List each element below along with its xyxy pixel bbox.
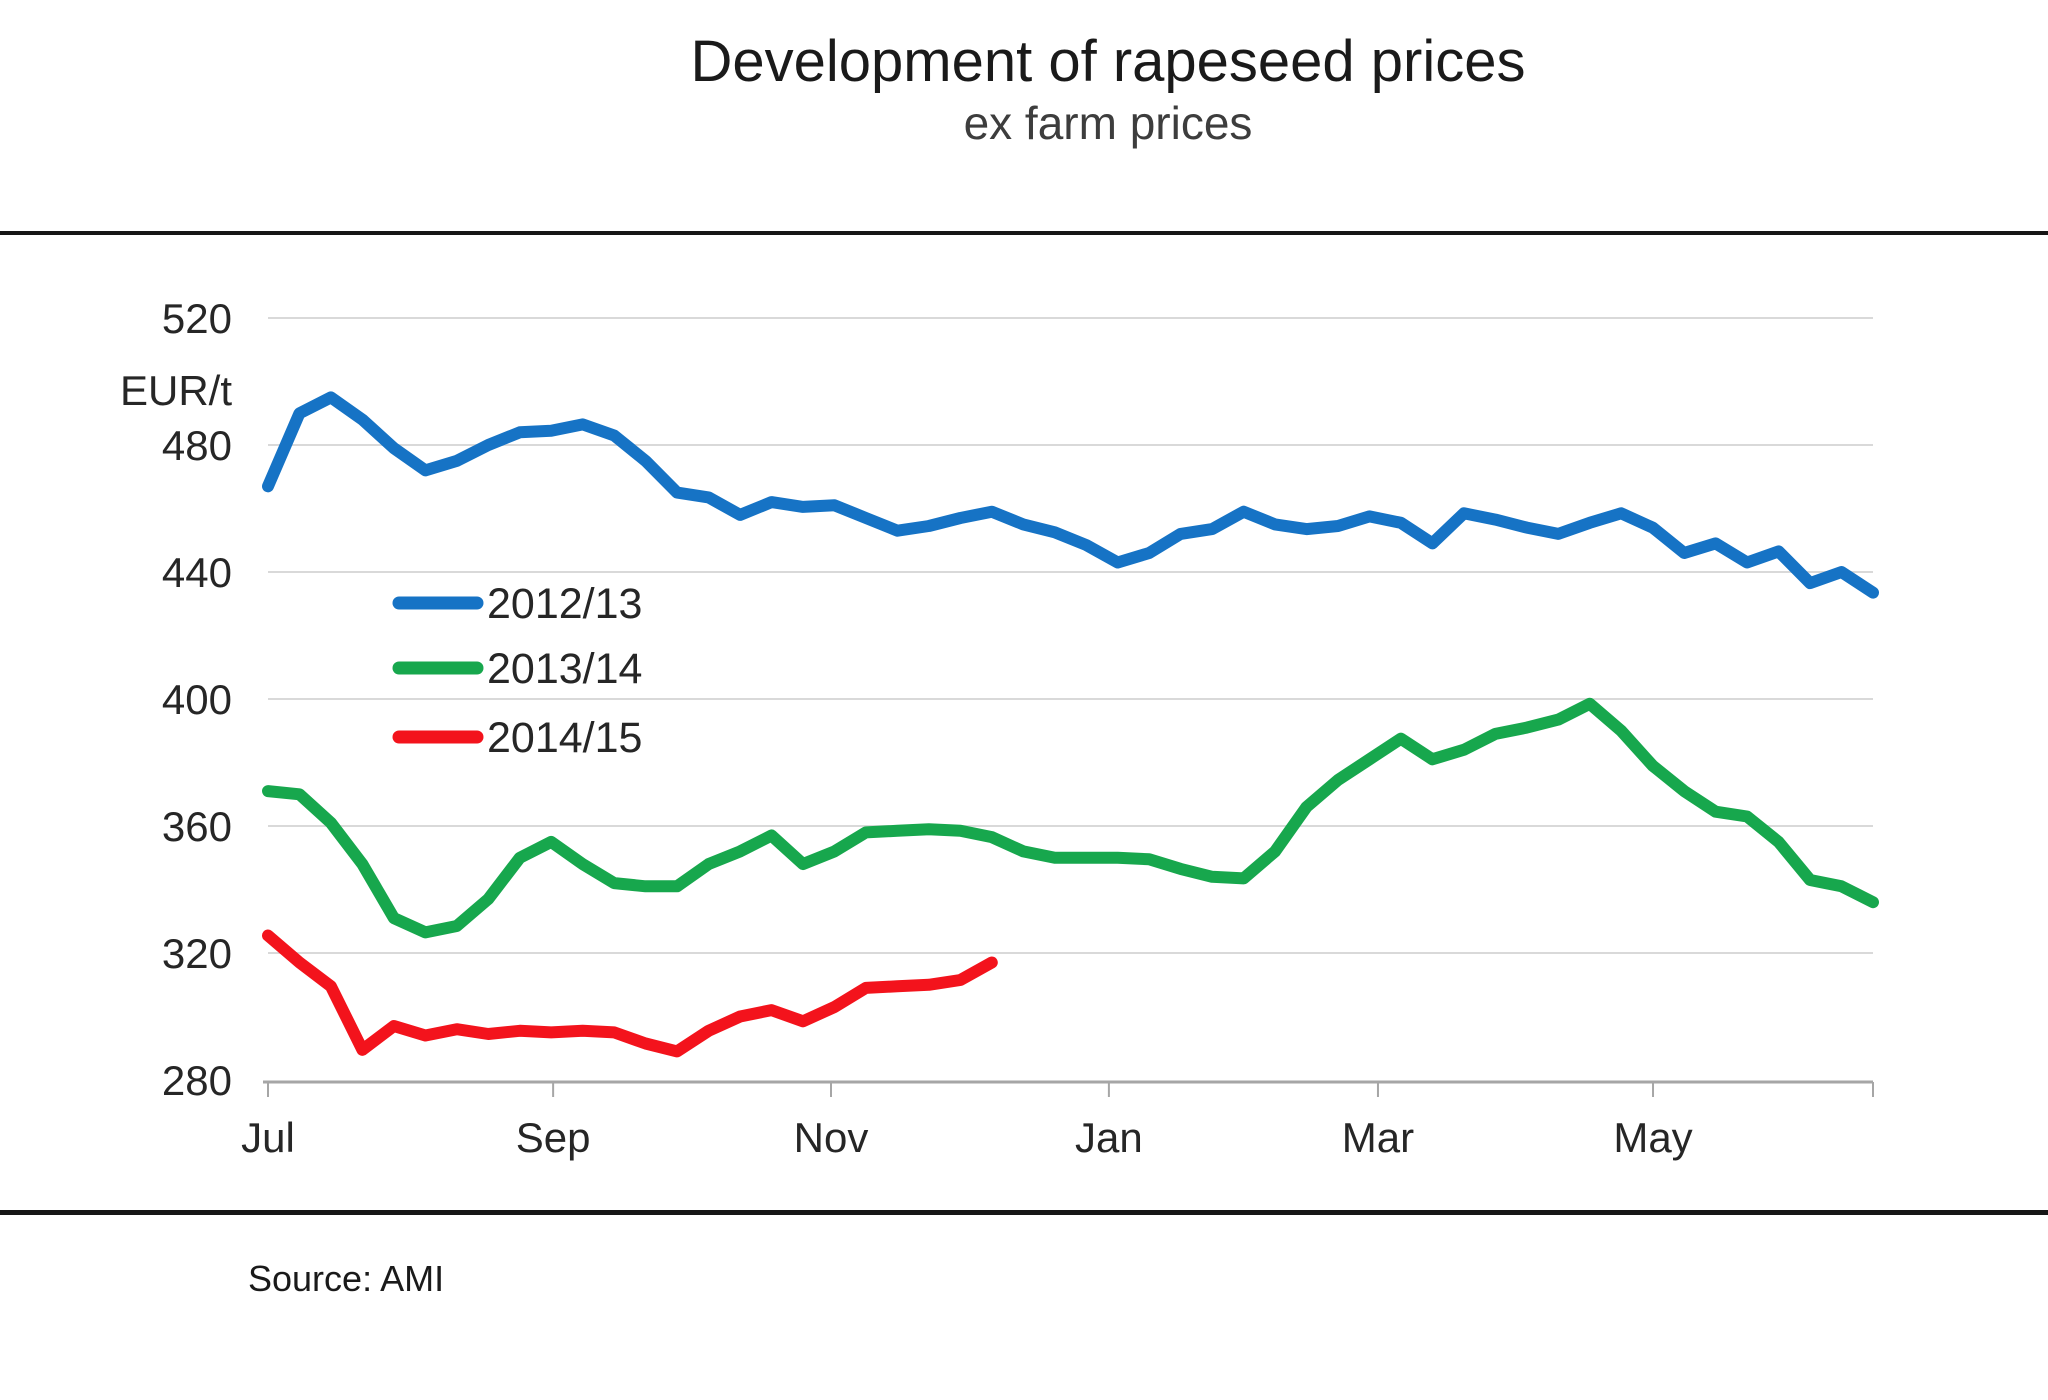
source-note: Source: AMI [248, 1258, 445, 1299]
series-line-2012-13 [262, 391, 1879, 599]
y-tick-label-280: 280 [162, 1057, 232, 1104]
y-tick-label-360: 360 [162, 803, 232, 850]
page-subtitle: ex farm prices [963, 97, 1253, 149]
y-tick-label-320: 320 [162, 930, 232, 977]
x-tick-label-Sep: Sep [516, 1114, 591, 1161]
y-tick-label-400: 400 [162, 676, 232, 723]
x-tick-label-Jan: Jan [1075, 1114, 1143, 1161]
top-divider-rule [0, 231, 2048, 235]
x-tick-label-Mar: Mar [1342, 1114, 1414, 1161]
y-tick-label-520: 520 [162, 295, 232, 342]
y-axis-unit-label: EUR/t [120, 367, 232, 414]
bottom-divider-rule [0, 1210, 2048, 1215]
y-tick-label-480: 480 [162, 422, 232, 469]
legend-label-2013-14: 2013/14 [487, 645, 642, 693]
series-line-2013-14 [262, 697, 1879, 939]
x-tick-label-Nov: Nov [794, 1114, 869, 1161]
legend-label-2012-13: 2012/13 [487, 580, 642, 628]
y-tick-label-440: 440 [162, 549, 232, 596]
page-title: Development of rapeseed prices [690, 29, 1526, 94]
series-line-2014-15 [262, 929, 998, 1058]
legend-label-2014-15: 2014/15 [487, 714, 642, 762]
x-tick-label-May: May [1613, 1114, 1692, 1161]
x-tick-label-Jul: Jul [241, 1114, 295, 1161]
